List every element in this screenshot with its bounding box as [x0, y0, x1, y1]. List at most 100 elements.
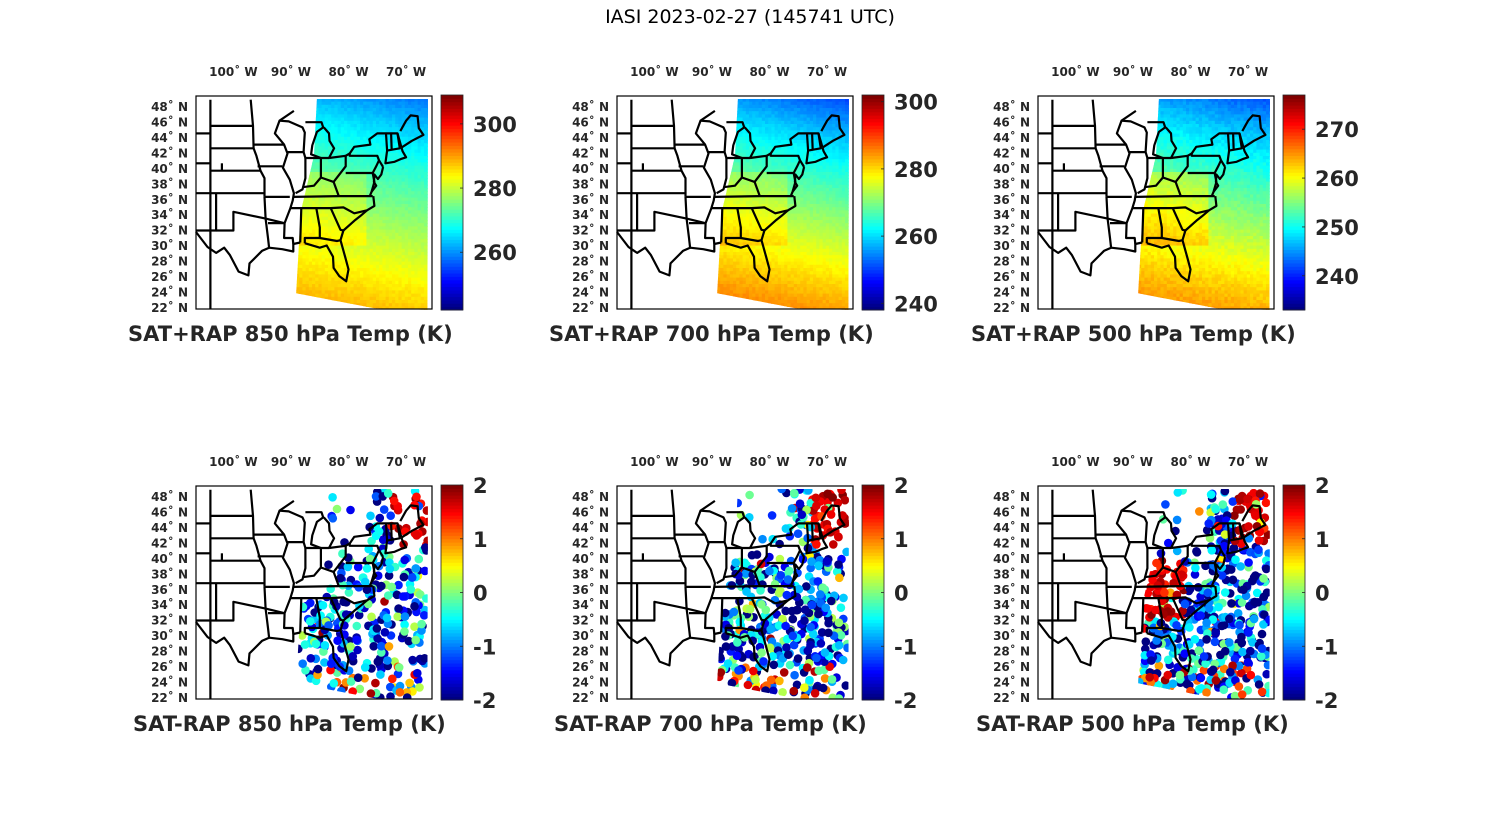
- data-cell: [334, 207, 339, 211]
- data-cell: [328, 255, 332, 259]
- data-cell: [312, 172, 316, 176]
- data-cell: [299, 245, 303, 250]
- data-cell: [414, 172, 419, 176]
- data-cell: [809, 191, 814, 195]
- data-cell: [855, 137, 859, 141]
- data-cell: [739, 124, 744, 128]
- data-cell: [803, 104, 808, 109]
- data-cell: [350, 197, 355, 202]
- data-cell: [739, 143, 744, 147]
- data-cell: [331, 200, 335, 205]
- data-cell: [408, 309, 412, 310]
- data-cell: [312, 216, 316, 221]
- data-cell: [411, 210, 415, 215]
- data-cell: [745, 172, 750, 176]
- data-cell: [816, 178, 820, 183]
- data-cell: [308, 274, 313, 279]
- data-cell: [395, 165, 399, 170]
- data-cell: [318, 136, 323, 141]
- data-cell: [401, 184, 406, 189]
- data-cell: [411, 197, 415, 202]
- data-cell: [771, 168, 776, 173]
- data-cell: [733, 178, 737, 183]
- data-cell: [324, 213, 329, 218]
- data-cell: [806, 133, 811, 138]
- data-cell: [427, 216, 428, 221]
- data-cell: [401, 120, 406, 125]
- data-cell: [813, 101, 817, 106]
- data-cell: [318, 277, 323, 282]
- data-cell: [414, 168, 419, 173]
- data-cell: [392, 232, 396, 237]
- data-cell: [758, 146, 763, 151]
- data-cell: [347, 293, 351, 298]
- data-cell: [793, 104, 798, 109]
- data-cell: [350, 92, 354, 96]
- data-cell: [765, 101, 769, 106]
- data-cell: [363, 98, 367, 103]
- data-cell: [315, 178, 319, 183]
- data-cell: [434, 127, 438, 131]
- data-cell: [437, 252, 441, 256]
- data-cell: [356, 274, 361, 279]
- data-cell: [793, 143, 798, 147]
- data-cell: [414, 207, 419, 211]
- data-cell: [427, 191, 428, 195]
- data-cell: [388, 210, 393, 215]
- data-cell: [321, 152, 326, 157]
- data-cell: [324, 261, 329, 266]
- data-cell: [787, 120, 792, 125]
- data-cell: [417, 181, 422, 186]
- colorbar-segment: [441, 306, 463, 311]
- data-cell: [296, 287, 300, 291]
- data-cell: [417, 287, 422, 291]
- data-cell: [331, 216, 335, 221]
- data-cell: [312, 229, 316, 234]
- data-cell: [414, 130, 419, 135]
- data-cell: [379, 149, 383, 154]
- data-cell: [340, 264, 345, 269]
- data-cell: [408, 239, 412, 243]
- data-cell: [395, 114, 399, 119]
- data-cell: [324, 258, 329, 263]
- data-cell: [822, 191, 827, 195]
- data-cell: [401, 210, 406, 215]
- data-cell: [777, 181, 782, 186]
- data-cell: [376, 239, 380, 243]
- data-cell: [395, 213, 399, 218]
- data-cell: [379, 140, 383, 144]
- data-cell: [819, 168, 824, 173]
- data-cell: [729, 175, 734, 179]
- data-cell: [414, 108, 419, 112]
- data-cell: [401, 220, 406, 224]
- data-cell: [363, 178, 367, 183]
- data-cell: [809, 200, 814, 205]
- data-cell: [363, 303, 367, 307]
- data-cell: [395, 143, 399, 147]
- data-cell: [312, 159, 316, 163]
- data-cell: [742, 165, 747, 170]
- data-cell: [388, 188, 393, 192]
- data-cell: [408, 274, 412, 279]
- boundary-line: [304, 209, 368, 283]
- data-cell: [350, 293, 355, 298]
- data-cell: [420, 303, 425, 307]
- data-cell: [835, 146, 840, 151]
- data-cell: [344, 175, 348, 179]
- data-cell: [813, 188, 817, 192]
- data-cell: [340, 114, 345, 119]
- data-cell: [395, 168, 399, 173]
- data-cell: [829, 200, 833, 205]
- data-cell: [797, 175, 801, 179]
- data-cell: [392, 245, 396, 250]
- data-cell: [742, 204, 747, 208]
- data-cell: [417, 284, 422, 288]
- data-cell: [437, 265, 441, 269]
- data-cell: [816, 149, 820, 154]
- data-cell: [797, 104, 801, 109]
- data-cell: [758, 165, 763, 170]
- data-cell: [434, 182, 438, 186]
- data-cell: [360, 111, 364, 115]
- data-cell: [813, 178, 817, 183]
- data-cell: [312, 258, 316, 263]
